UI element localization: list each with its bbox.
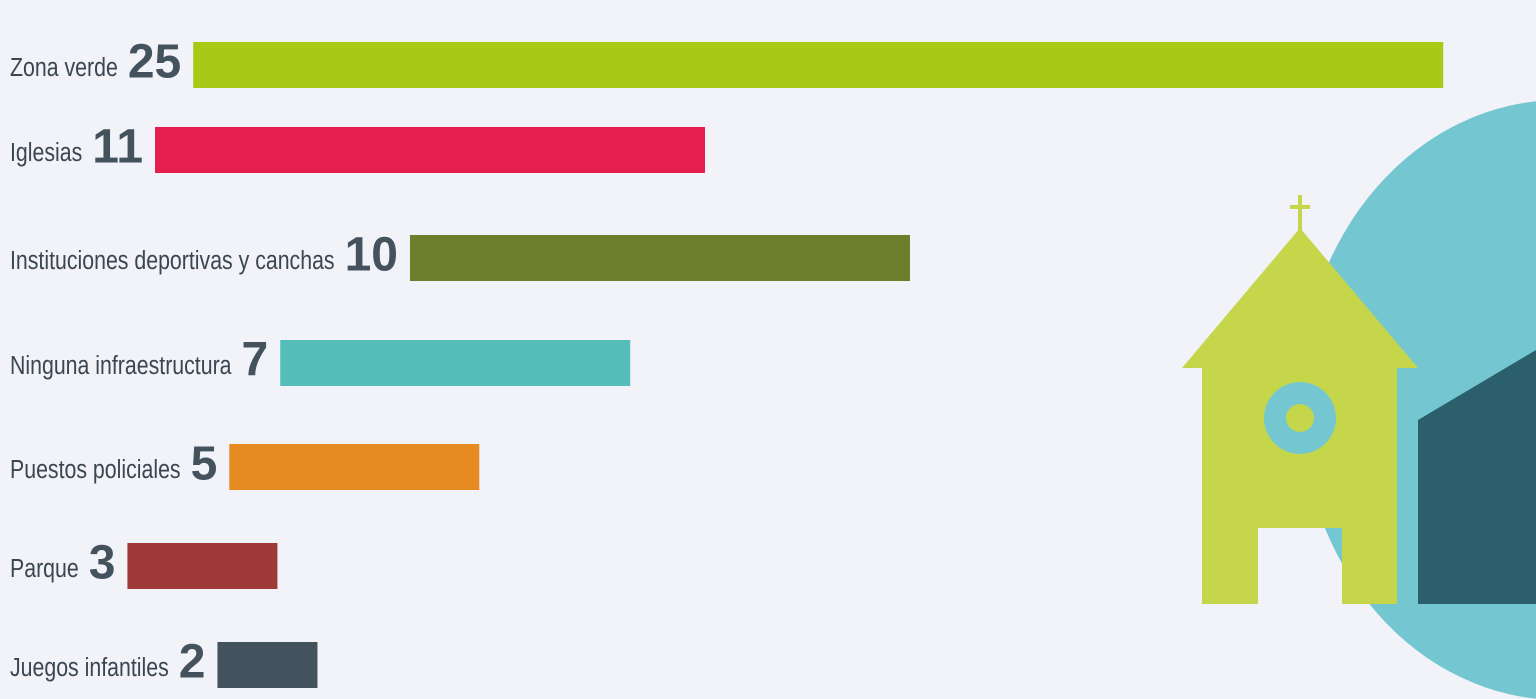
category-label: Zona verde	[10, 53, 118, 83]
bar	[229, 444, 480, 490]
category-label: Instituciones deportivas y canchas	[10, 246, 335, 276]
bar	[280, 340, 631, 386]
category-label: Parque	[10, 554, 79, 584]
category-label: Puestos policiales	[10, 455, 181, 485]
rose-window-center	[1286, 404, 1314, 432]
house	[1418, 350, 1536, 604]
value-label: 5	[191, 438, 218, 491]
value-label: 2	[179, 636, 206, 689]
value-label: 11	[92, 121, 143, 174]
value-label: 7	[242, 334, 269, 387]
church	[1182, 195, 1418, 604]
value-label: 10	[345, 229, 398, 282]
category-label: Iglesias	[10, 138, 82, 168]
value-label: 25	[128, 36, 181, 89]
bar	[127, 543, 278, 589]
category-label: Ninguna infraestructura	[10, 351, 232, 381]
bar	[155, 127, 706, 173]
bar	[217, 642, 318, 688]
bar	[409, 235, 910, 281]
category-label: Juegos infantiles	[10, 653, 169, 683]
value-label: 3	[89, 537, 116, 590]
bar	[193, 42, 1444, 88]
illustration	[1182, 101, 1536, 699]
